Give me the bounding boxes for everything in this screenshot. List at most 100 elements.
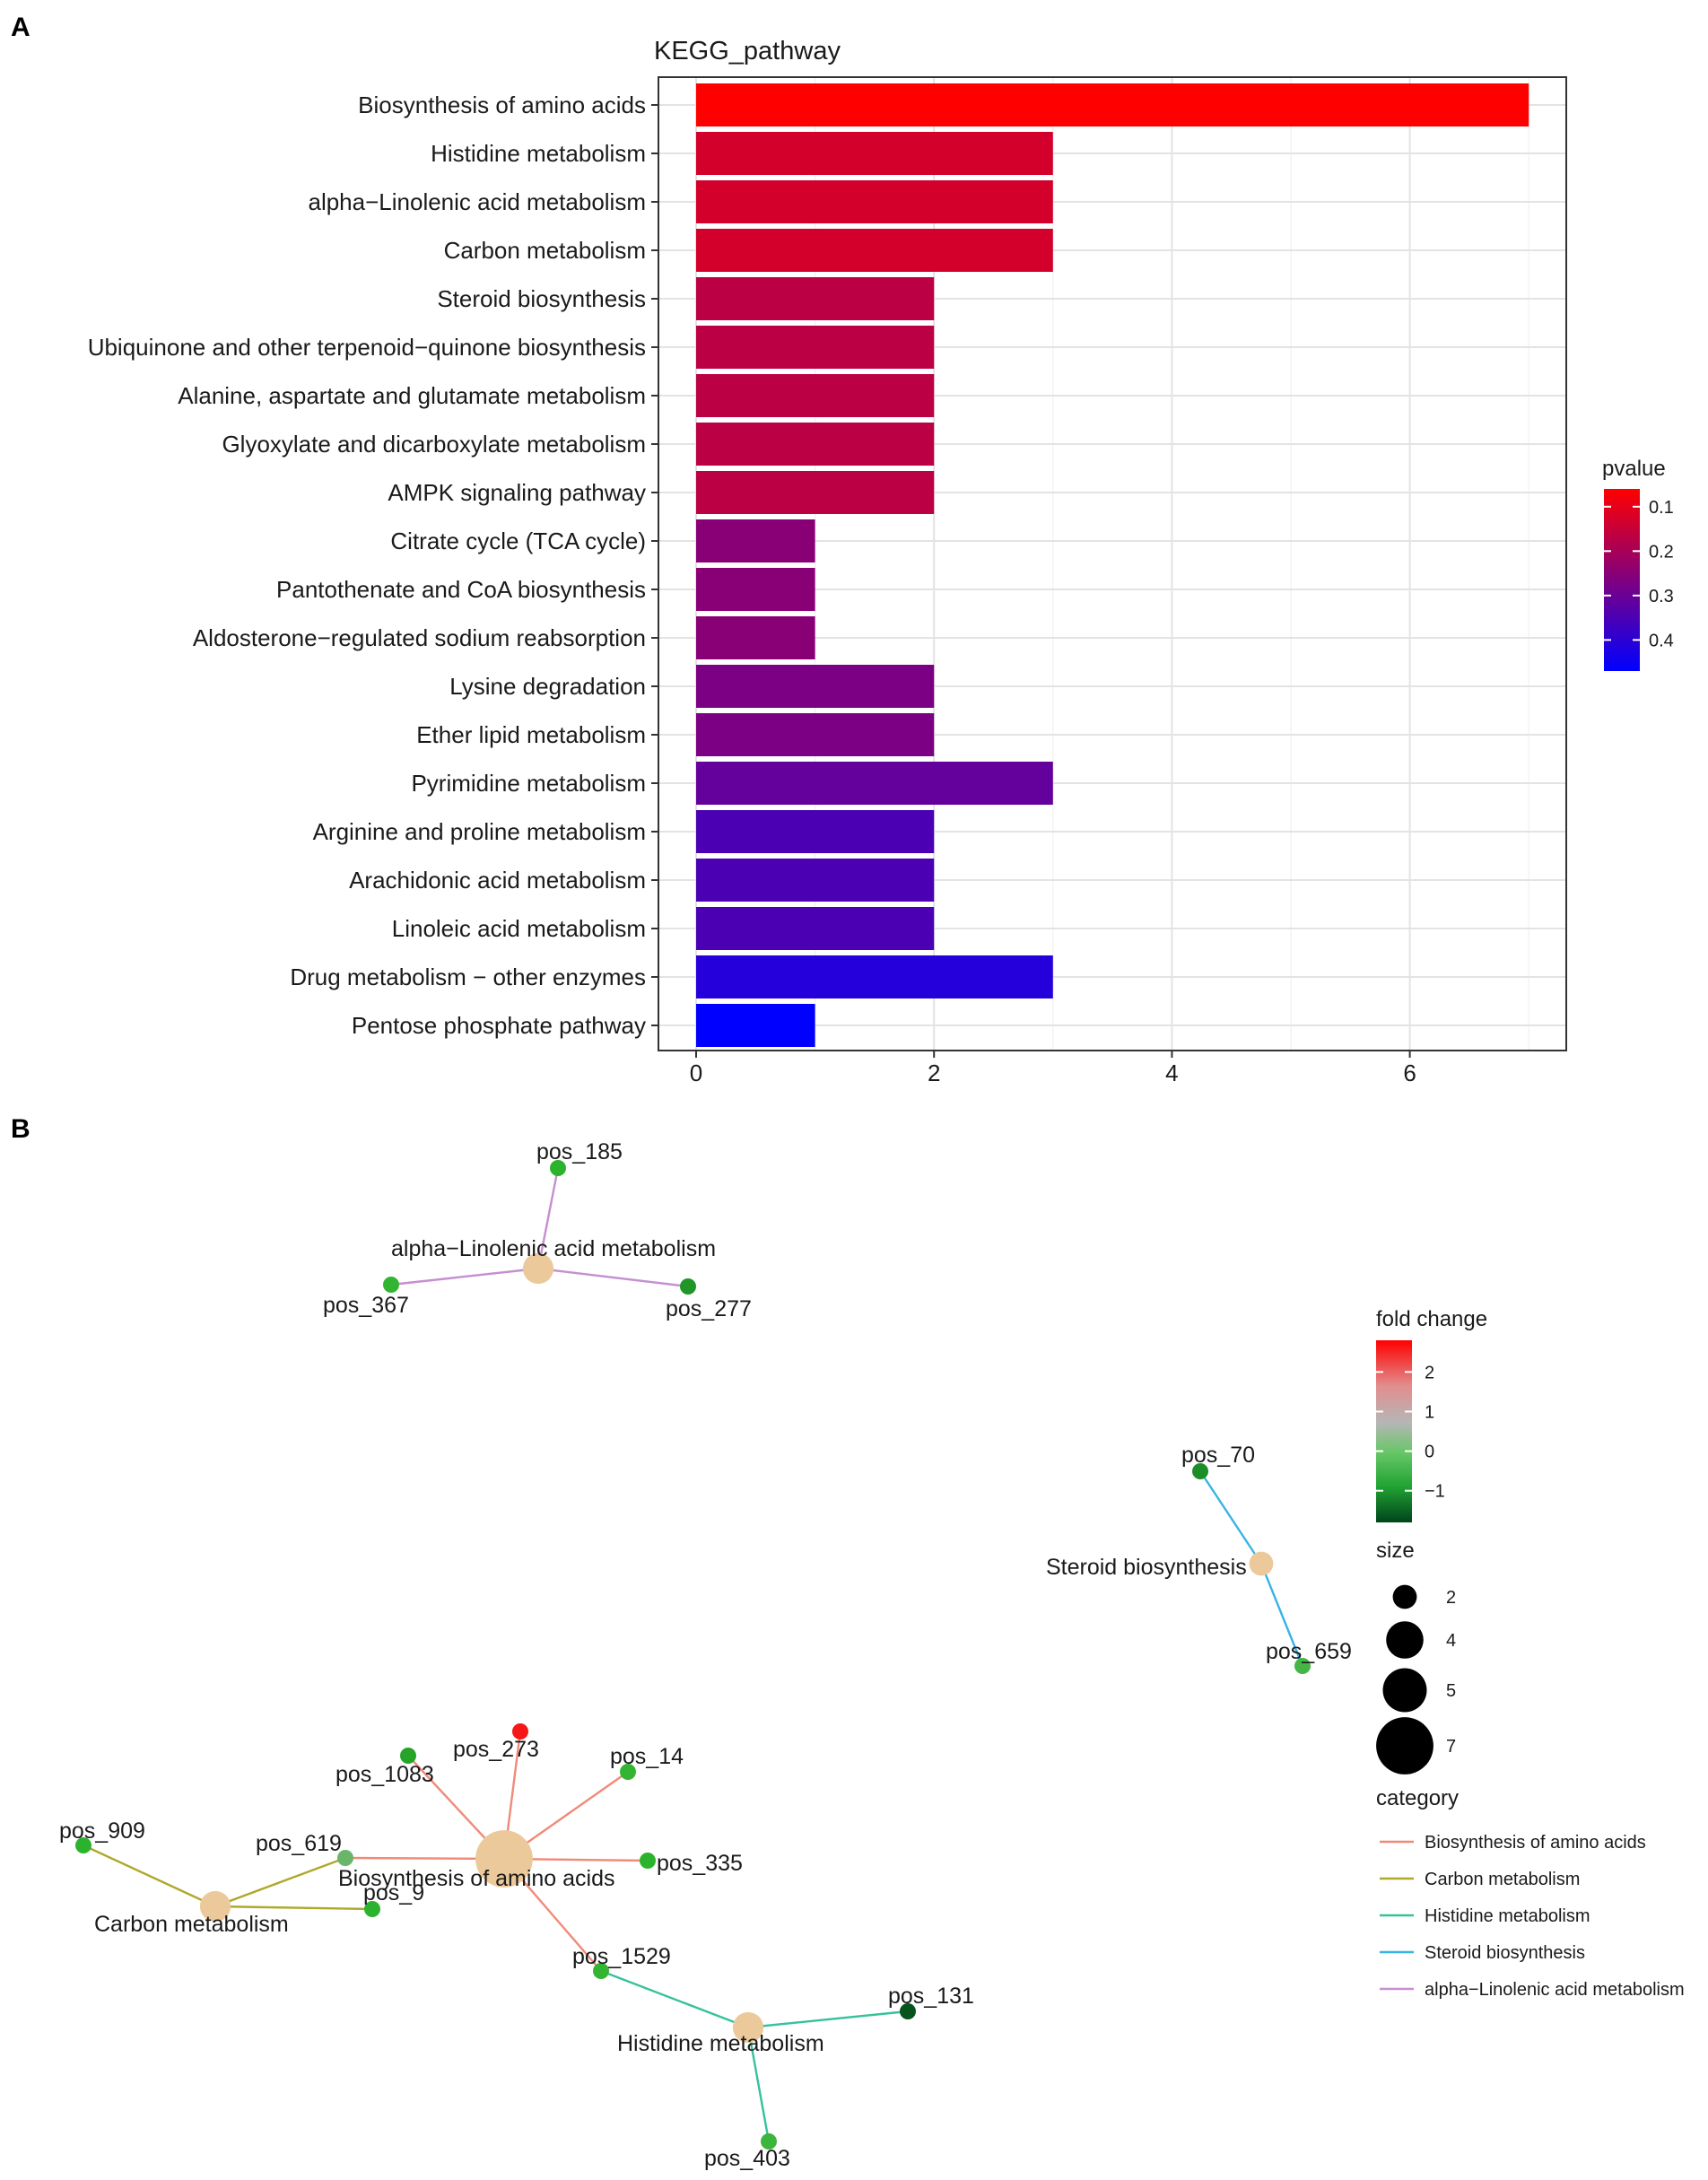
gene-node [75,1837,92,1853]
hub-node [475,1830,533,1888]
y-tick-label: Steroid biosynthesis [437,285,646,312]
gene-label: pos_273 [453,1737,539,1762]
y-tick-label: Aldosterone−regulated sodium reabsorptio… [193,624,646,651]
bar [696,83,1529,126]
gene-label: pos_335 [657,1851,743,1876]
y-tick-label: Pantothenate and CoA biosynthesis [276,576,646,603]
bar [696,374,935,417]
network-edge [390,1267,539,1286]
pvalue-legend: pvalue 0.1 0.2 0.3 0.4 [1602,457,1674,671]
gene-node [900,2003,916,2019]
size-legend-label: 2 [1446,1588,1456,1608]
pvalue-tick-label: 0.3 [1649,587,1674,606]
bar [696,229,1053,272]
fold-change-legend-title: fold change [1376,1307,1487,1331]
x-tick-label: 2 [928,1059,940,1086]
gene-label: pos_14 [610,1744,684,1769]
fold-change-tick-label: 1 [1425,1402,1434,1422]
bar [696,616,815,659]
bar [696,762,1053,805]
gene-label: pos_277 [666,1296,752,1321]
plot-border [658,76,1567,1051]
size-legend-label: 4 [1446,1631,1456,1651]
gene-node [640,1853,656,1869]
pvalue-legend-title: pvalue [1602,457,1666,481]
network-edge [83,1844,216,1908]
hub-node [199,1890,231,1923]
gene-node [337,1850,353,1866]
gene-label: pos_131 [888,1984,974,2009]
y-tick-label: Biosynthesis of amino acids [358,92,646,118]
network-edge [536,1167,560,1269]
x-axis: 0 2 4 6 [690,1051,1416,1086]
fold-change-legend: fold change 2 1 0 −1 [1376,1307,1487,1522]
size-legend: size 2 4 5 7 [1376,1539,1456,1775]
network-edge [214,1856,346,1908]
bar [696,277,935,320]
bar [696,180,1053,223]
y-tick-label: AMPK signaling pathway [388,479,646,506]
category-legend: category Biosynthesis of amino acids Carb… [1376,1786,1685,2000]
hub-label: Steroid biosynthesis [1046,1555,1247,1580]
bar [696,1004,815,1047]
size-legend-circle [1376,1717,1434,1775]
gene-node [383,1277,399,1293]
gene-node [680,1278,696,1295]
bar [696,519,815,562]
fold-change-ticks: 2 1 0 −1 [1376,1363,1445,1502]
gene-node [761,2133,777,2149]
y-tick-label: Arachidonic acid metabolism [349,867,646,894]
pvalue-tick-label: 0.1 [1649,498,1674,518]
bar [696,955,1053,998]
hub-label: Histidine metabolism [617,2031,824,2056]
size-legend-label: 7 [1446,1737,1456,1757]
bar [696,859,935,902]
network-nodes [75,1160,1311,2149]
category-legend-label: Carbon metabolism [1425,1870,1580,1889]
hub-node [1249,1551,1274,1576]
bar [696,713,935,756]
y-tick-label: Carbon metabolism [444,237,646,264]
y-tick-label: Lysine degradation [449,673,646,700]
y-tick-label: Arginine and proline metabolism [313,818,646,845]
size-legend-title: size [1376,1539,1415,1563]
gene-label: pos_1083 [336,1762,434,1787]
category-legend-label: Biosynthesis of amino acids [1425,1833,1646,1853]
gene-label: pos_9 [363,1880,424,1905]
panel-b-label: B [11,1114,30,1144]
y-tick-label: Glyoxylate and dicarboxylate metabolism [222,431,646,458]
y-axis-labels: Biosynthesis of amino acids Histidine met… [88,92,658,1039]
y-tick-label: alpha−Linolenic acid metabolism [308,188,646,215]
gene-node [593,1963,609,1979]
size-legend-label: 5 [1446,1681,1456,1701]
y-tick-label: Pyrimidine metabolism [411,770,646,797]
category-legend-label: Steroid biosynthesis [1425,1943,1585,1963]
gene-label: pos_367 [323,1293,409,1318]
hub-label: alpha−Linolenic acid metabolism [391,1236,716,1261]
size-legend-circle [1382,1668,1427,1713]
gene-label: pos_185 [536,1139,623,1164]
network-labels: alpha−Linolenic acid metabolism Steroid b… [59,1139,1352,2171]
network-edge [1198,1470,1263,1565]
x-tick-label: 0 [690,1059,702,1086]
y-tick-label: Pentose phosphate pathway [352,1012,646,1039]
gene-node [550,1160,566,1176]
size-legend-circle [1392,1584,1417,1609]
fold-change-colorbar [1376,1340,1412,1522]
pvalue-tick-label: 0.2 [1649,542,1674,562]
network-edge [214,1905,373,1911]
category-legend-label: alpha−Linolenic acid metabolism [1425,1980,1685,2000]
gene-node [364,1901,380,1917]
hub-label: Carbon metabolism [94,1912,289,1937]
y-tick-label: Ether lipid metabolism [416,721,646,748]
hub-node [732,2011,764,2044]
y-tick-label: Histidine metabolism [431,140,646,167]
bar [696,907,935,950]
network-edge [600,1969,749,2029]
network-edge [1259,1563,1304,1667]
gene-node [620,1764,636,1780]
pvalue-colorbar [1604,489,1640,671]
hub-node [522,1252,554,1285]
pvalue-ticks: 0.1 0.2 0.3 0.4 [1604,498,1674,650]
